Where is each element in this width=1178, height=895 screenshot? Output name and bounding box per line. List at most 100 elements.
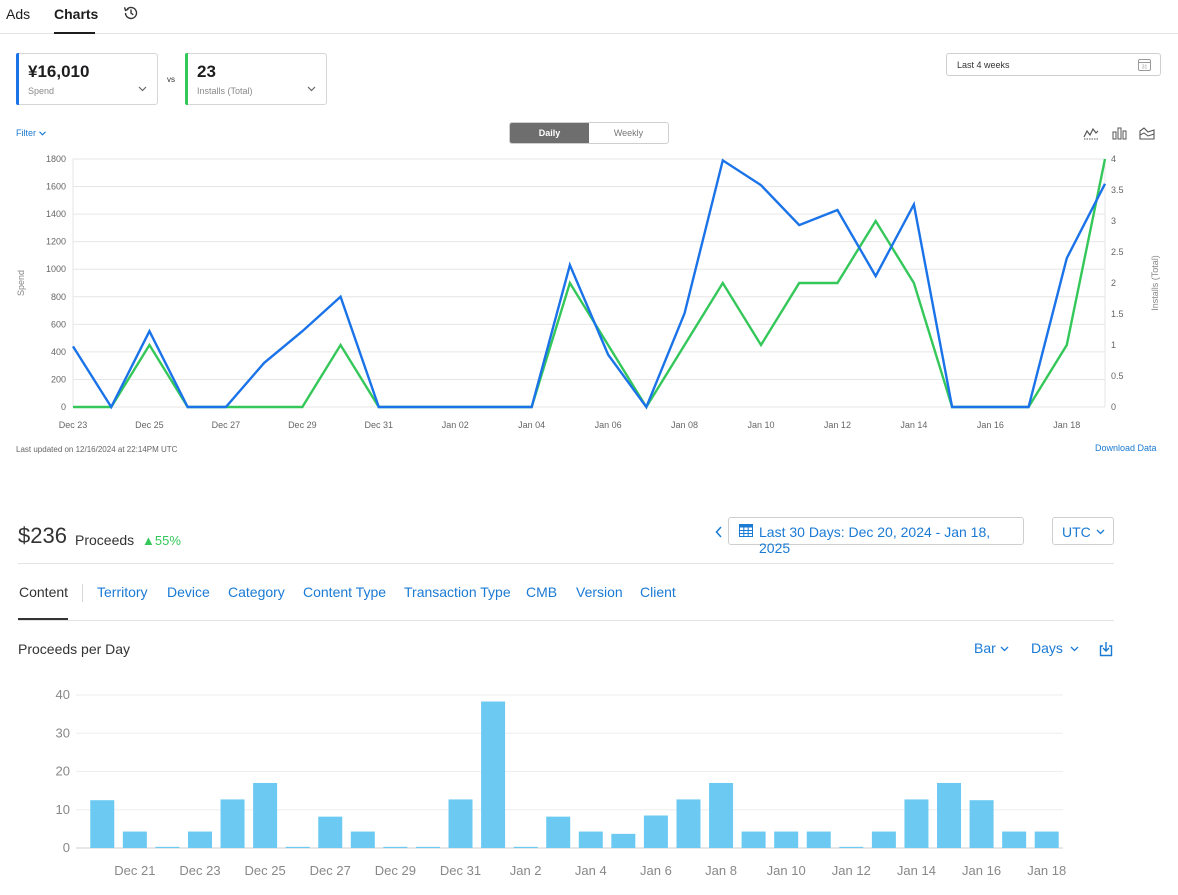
metric-label: Spend [28,86,55,96]
tab-cmb[interactable]: CMB [526,584,558,600]
x-tick-label: Jan 06 [595,420,622,430]
bar [709,782,734,848]
top-tabs: Ads Charts [0,0,1178,34]
x-tick-label: Jan 14 [897,863,936,878]
chart-gridlines [72,158,1106,408]
tab-charts[interactable]: Charts [54,6,99,22]
installs-line [73,158,1107,410]
date-range-picker[interactable]: Last 30 Days: Dec 20, 2024 - Jan 18, 202… [728,517,1024,556]
right-axis-title: Installs (Total) [1150,255,1160,311]
filter-button[interactable]: Filter [16,128,46,138]
chevron-down-icon [38,131,46,136]
download-icon[interactable] [1099,641,1113,657]
divider [18,620,1114,621]
x-tick-label: Jan 12 [824,420,851,430]
bar [513,846,538,848]
y-tick-label: 1400 [46,209,66,219]
bar [448,799,473,848]
x-tick-label: Dec 21 [114,863,155,878]
line-chart-icon[interactable] [1083,126,1099,140]
metric-card-spend[interactable]: ¥16,010 Spend [16,53,158,105]
y-tick-label: 30 [56,725,70,740]
interval-value: Days [1031,640,1063,656]
tab-device[interactable]: Device [167,584,210,600]
x-tick-label: Jan 16 [977,420,1004,430]
date-range-value: Last 4 weeks [957,60,1010,70]
tab-territory[interactable]: Territory [97,584,148,600]
y2-tick-label: 1 [1111,340,1116,350]
proceeds-change-badge: ▲55% [142,533,181,548]
timezone-value: UTC [1062,524,1091,540]
tab-client[interactable]: Client [640,584,676,600]
y-tick-label: 800 [51,292,66,302]
last-updated-text: Last updated on 12/16/2024 at 22:14PM UT… [16,445,178,454]
y-tick-label: 1600 [46,182,66,192]
chevron-down-icon [1070,646,1079,652]
tab-separator [82,584,83,602]
x-axis: Dec 21 Dec 23 Dec 25 Dec 27 Dec 29 Dec 31 Jan … [114,863,1066,878]
bar [253,782,278,848]
y2-tick-label: 3 [1111,216,1116,226]
x-tick-label: Jan 10 [767,863,806,878]
date-range-label: Last 30 Days: Dec 20, 2024 - Jan 18, 202… [759,524,991,556]
svg-text:31: 31 [1142,65,1148,71]
y2-tick-label: 1.5 [1111,309,1124,319]
vs-label: vs [167,75,175,84]
tab-content[interactable]: Content [19,584,69,600]
bar [90,800,115,848]
tab-category[interactable]: Category [228,584,285,600]
bar [937,782,962,848]
x-tick-label: Jan 10 [747,420,774,430]
x-tick-label: Jan 02 [442,420,469,430]
x-tick-label: Dec 23 [59,420,88,430]
tab-content-underline [18,618,68,620]
bar [122,831,147,848]
y-tick-label: 1200 [46,237,66,247]
y2-tick-label: 2 [1111,278,1116,288]
x-tick-label: Jan 12 [832,863,871,878]
y-tick-label: 0 [61,402,66,412]
bar [806,831,831,848]
tab-ads[interactable]: Ads [6,6,31,22]
bar [285,846,310,848]
y-axis: 0 10 20 30 40 [56,687,70,855]
metric-color-bar [185,53,188,105]
tab-charts-underline [54,32,95,34]
x-tick-label: Jan 08 [671,420,698,430]
y-tick-label: 600 [51,319,66,329]
metric-label: Installs (Total) [197,86,253,96]
tab-content-type[interactable]: Content Type [303,584,387,600]
granularity-weekly-button[interactable]: Weekly [613,128,644,138]
filter-label: Filter [16,128,36,138]
clock-history-icon[interactable] [122,4,140,22]
x-tick-label: Dec 31 [440,863,481,878]
metric-card-installs[interactable]: 23 Installs (Total) [185,53,327,105]
x-tick-label: Jan 16 [962,863,1001,878]
bar [871,831,896,848]
y-tick-label: 20 [56,764,70,779]
tab-transaction-type[interactable]: Transaction Type [404,584,511,600]
bar-chart-icon[interactable] [1111,126,1127,140]
metric-color-bar [16,53,19,105]
calendar-icon: 31 [1138,59,1151,71]
granularity-daily-button[interactable]: Daily [510,123,589,143]
timezone-select[interactable]: UTC [1052,517,1114,545]
chevron-down-icon [307,86,316,92]
y2-tick-label: 3.5 [1111,185,1124,195]
chevron-down-icon [1096,529,1105,535]
interval-dropdown[interactable]: Days [1031,640,1079,656]
date-range-select[interactable]: Last 4 weeks 31 [946,53,1161,76]
bar [774,831,799,848]
chart-type-dropdown[interactable]: Bar [974,640,1009,656]
bar [1034,831,1059,848]
area-chart-icon[interactable] [1139,126,1155,140]
chevron-down-icon [138,86,147,92]
x-tick-label: Jan 8 [705,863,737,878]
download-data-link[interactable]: Download Data [1095,443,1157,453]
calendar-grid-icon [739,524,753,537]
chart-bars [90,701,1059,848]
chevron-left-icon[interactable] [715,526,723,538]
tab-version[interactable]: Version [576,584,623,600]
y2-tick-label: 2.5 [1111,247,1124,257]
x-tick-label: Dec 25 [245,863,286,878]
